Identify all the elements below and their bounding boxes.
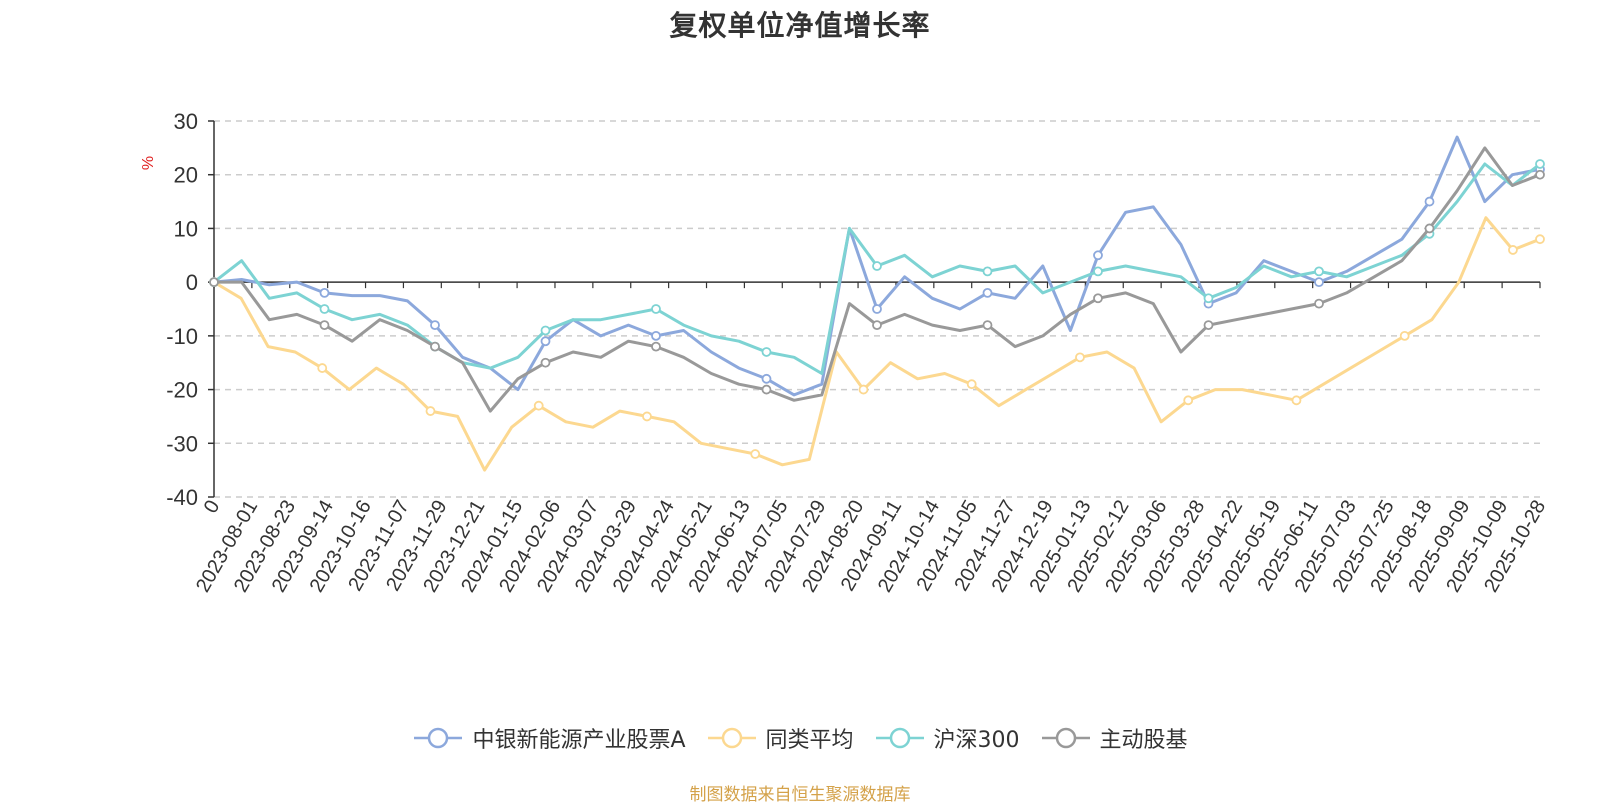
series-point — [761, 384, 772, 395]
series-point — [1183, 395, 1194, 406]
legend-item-0[interactable]: 中银新能源产业股票A — [412, 722, 686, 754]
series-point — [872, 304, 882, 314]
series-point — [1093, 250, 1103, 261]
series-point — [966, 379, 977, 390]
series-line-3 — [212, 146, 1542, 413]
series-point — [750, 449, 761, 459]
series-point — [1314, 298, 1324, 309]
y-axis-label: % — [140, 156, 157, 170]
y-tick-label: 30 — [174, 109, 198, 134]
series-point — [1093, 293, 1103, 304]
series-point — [1424, 223, 1435, 234]
series-point — [425, 406, 436, 416]
series-point — [1399, 330, 1410, 341]
series-point — [1203, 293, 1214, 304]
series-point — [209, 277, 219, 288]
source-note: 制图数据来自恒生聚源数据库 — [689, 785, 911, 805]
series-point — [430, 341, 440, 352]
series-point — [1075, 352, 1085, 363]
legend-label: 沪深300 — [933, 728, 1020, 753]
chart-title: 复权单位净值增长率 — [669, 9, 931, 42]
legend-item-3[interactable]: 主动股基 — [1040, 722, 1188, 754]
series-point — [1291, 395, 1302, 406]
series-point — [319, 320, 330, 331]
y-tick-label: -30 — [166, 431, 198, 456]
series-point — [319, 287, 330, 298]
series-lines — [209, 135, 1545, 472]
series-point — [872, 320, 882, 331]
series-point — [540, 336, 551, 347]
y-tick-label: -20 — [166, 378, 198, 403]
legend-label: 主动股基 — [1099, 728, 1188, 753]
legend: 中银新能源产业股票A 同类平均 沪深300 主动股基 — [0, 722, 1600, 754]
series-point — [317, 363, 328, 373]
legend-marker-icon — [1041, 727, 1090, 749]
y-tick-label: 20 — [174, 163, 198, 188]
series-point — [651, 341, 661, 352]
series-point — [1535, 169, 1545, 180]
series-point — [1424, 196, 1435, 207]
y-tick-label: 10 — [174, 216, 198, 241]
legend-label: 中银新能源产业股票A — [472, 728, 686, 753]
series-point — [872, 261, 882, 271]
series-point — [1314, 266, 1324, 277]
y-tick-label: -40 — [166, 485, 198, 510]
legend-marker-icon — [875, 727, 924, 749]
series-point — [858, 384, 869, 395]
y-tick-label: -10 — [166, 324, 198, 349]
grid-lines — [214, 120, 1540, 498]
series-point — [540, 357, 551, 368]
series-point — [533, 400, 544, 411]
series-point — [982, 320, 993, 331]
series-point — [1508, 245, 1518, 255]
series-point — [1535, 159, 1545, 169]
series-point — [982, 287, 993, 298]
series-line-1 — [212, 216, 1542, 472]
series-point — [642, 411, 652, 422]
series-point — [319, 304, 330, 314]
series-point — [1093, 266, 1103, 277]
series-point — [761, 373, 772, 384]
series-point — [1535, 234, 1545, 245]
series-point — [982, 266, 993, 277]
legend-marker-icon — [414, 727, 463, 749]
series-point — [651, 304, 661, 314]
legend-item-1[interactable]: 同类平均 — [706, 722, 854, 754]
series-point — [1203, 320, 1214, 331]
y-tick-label: 0 — [186, 270, 198, 295]
series-point — [1314, 277, 1324, 288]
series-point — [540, 325, 551, 336]
legend-marker-icon — [707, 727, 756, 749]
legend-label: 同类平均 — [765, 728, 854, 753]
legend-item-2[interactable]: 沪深300 — [874, 722, 1020, 754]
series-point — [651, 330, 661, 341]
series-point — [430, 320, 440, 331]
series-point — [761, 347, 772, 357]
x-tick-label: 0 — [200, 497, 225, 518]
